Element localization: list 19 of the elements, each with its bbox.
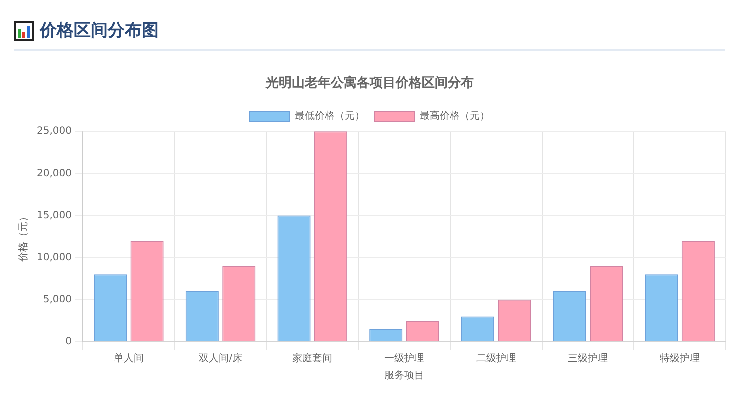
chart-subtitle: 光明山老年公寓各项目价格区间分布 bbox=[265, 75, 474, 92]
legend-label: 最高价格（元） bbox=[420, 110, 490, 122]
y-tick-label: 25,000 bbox=[36, 126, 72, 138]
x-tick-label: 家庭套间 bbox=[292, 352, 333, 365]
x-tick-label: 二级护理 bbox=[476, 352, 516, 365]
x-axis-title: 服务项目 bbox=[384, 370, 424, 382]
x-tick-label: 双人间/床 bbox=[199, 352, 242, 365]
chart-title: 价格区间分布图 bbox=[40, 20, 159, 42]
y-axis-title: 价格（元） bbox=[18, 212, 30, 263]
x-tick-label: 一级护理 bbox=[384, 352, 424, 365]
x-tick-label: 单人间 bbox=[114, 352, 144, 365]
y-tick-label: 20,000 bbox=[36, 168, 72, 180]
x-tick-label: 特级护理 bbox=[660, 352, 700, 365]
x-tick-label: 三级护理 bbox=[568, 352, 608, 365]
y-tick-label: 10,000 bbox=[36, 252, 72, 264]
y-tick-label: 5,000 bbox=[43, 294, 72, 306]
legend-label: 最低价格（元） bbox=[295, 110, 365, 122]
y-tick-label: 15,000 bbox=[36, 210, 72, 222]
y-tick-label: 0 bbox=[66, 336, 72, 348]
